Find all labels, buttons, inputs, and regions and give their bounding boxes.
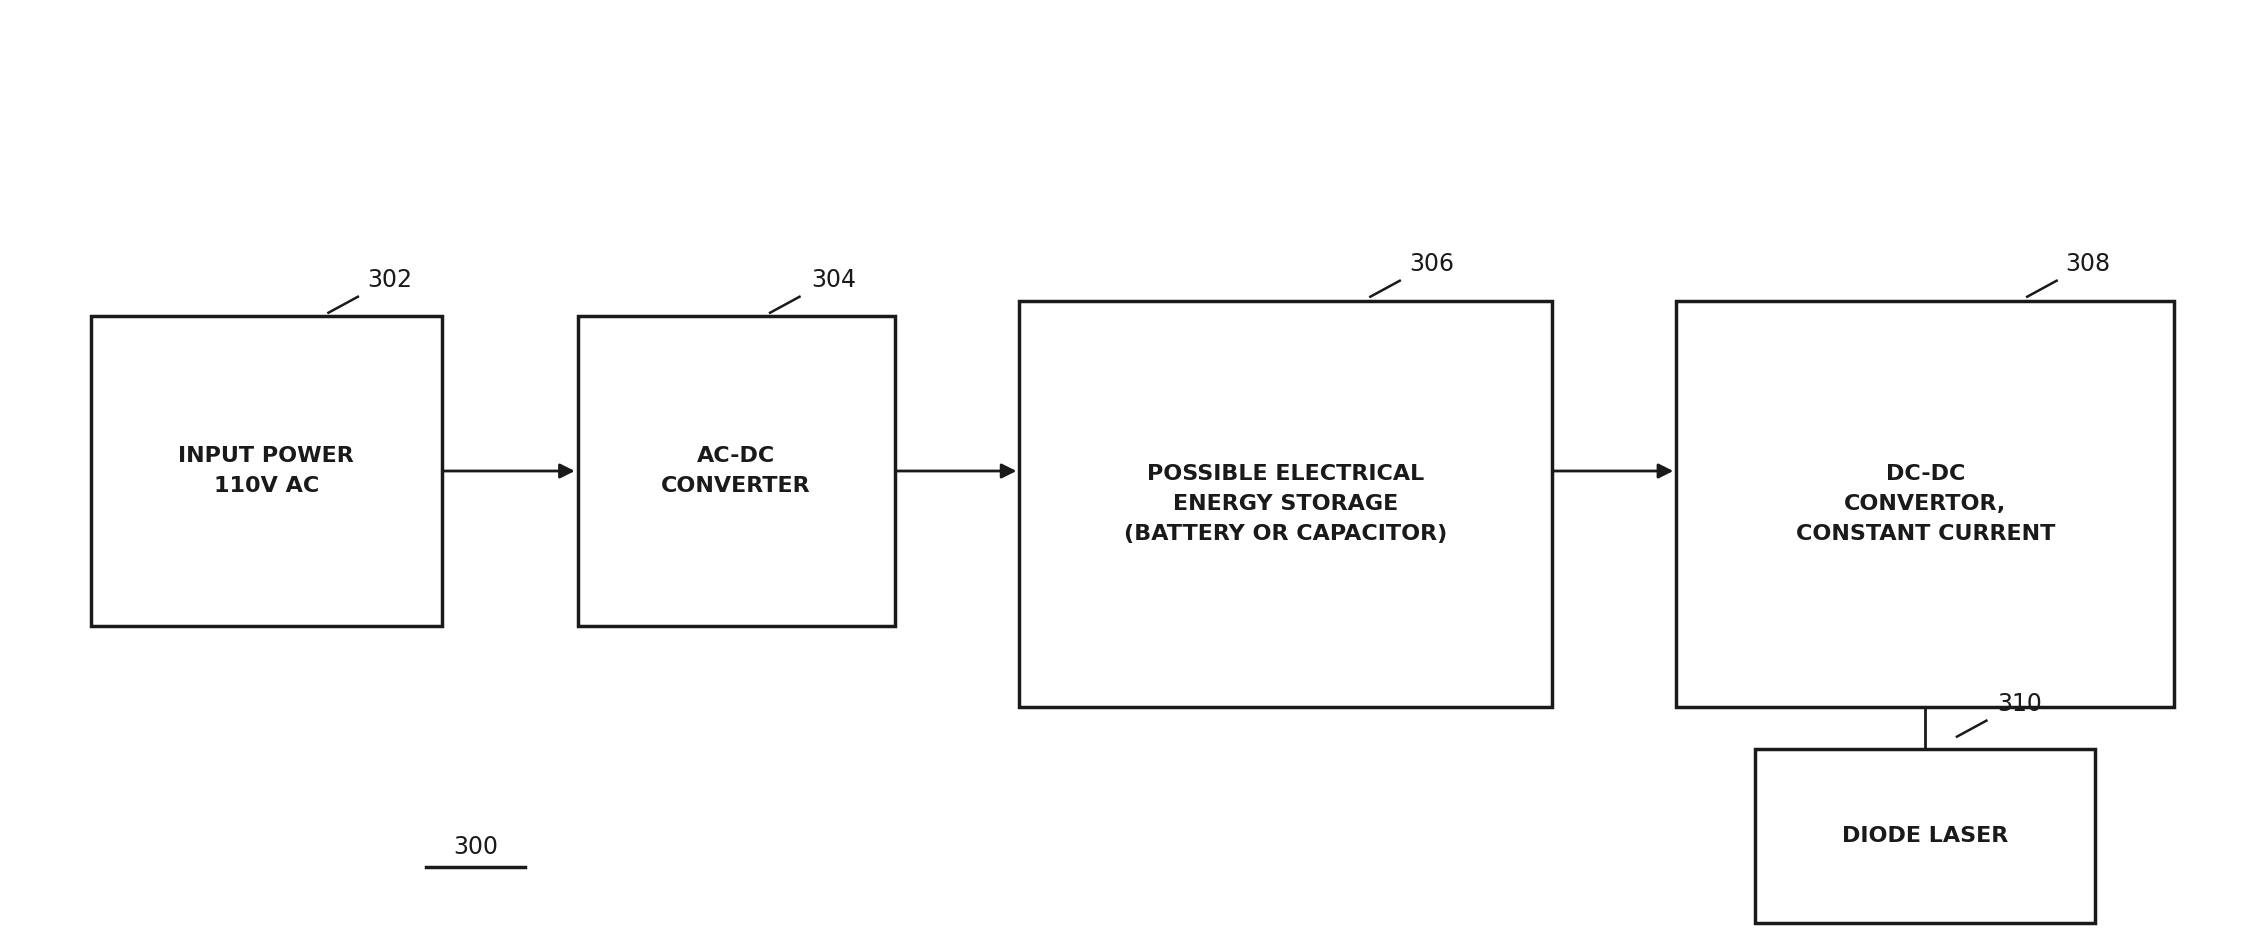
Text: 300: 300 [453, 836, 498, 859]
Text: 306: 306 [1409, 252, 1454, 276]
Bar [578, 316, 895, 626]
Bar [1676, 301, 2174, 706]
Bar [91, 316, 442, 626]
Bar [1019, 301, 1552, 706]
Text: DC-DC
CONVERTOR,
CONSTANT CURRENT: DC-DC CONVERTOR, CONSTANT CURRENT [1796, 464, 2054, 544]
Text: 308: 308 [2066, 252, 2111, 276]
Text: 302: 302 [367, 268, 412, 292]
Bar [1755, 749, 2095, 923]
Text: INPUT POWER
110V AC: INPUT POWER 110V AC [179, 447, 353, 495]
Text: 304: 304 [811, 268, 856, 292]
Text: 310: 310 [1998, 692, 2043, 716]
Text: POSSIBLE ELECTRICAL
ENERGY STORAGE
(BATTERY OR CAPACITOR): POSSIBLE ELECTRICAL ENERGY STORAGE (BATT… [1123, 464, 1447, 544]
Text: DIODE LASER: DIODE LASER [1841, 826, 2009, 846]
Text: AC-DC
CONVERTER: AC-DC CONVERTER [661, 447, 811, 495]
